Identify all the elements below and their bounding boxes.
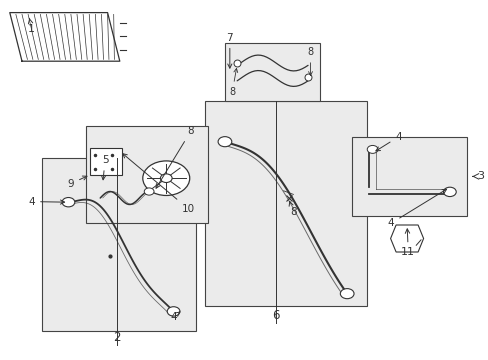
Text: 4: 4 (387, 189, 446, 228)
Circle shape (142, 161, 189, 195)
Text: 4: 4 (375, 132, 401, 151)
Text: 1: 1 (28, 18, 35, 34)
Circle shape (160, 174, 172, 183)
Bar (41, 158, 195, 331)
Text: 8: 8 (229, 68, 237, 97)
Text: 8: 8 (288, 202, 296, 217)
Polygon shape (390, 225, 423, 252)
Text: 2: 2 (113, 331, 121, 344)
Bar (205, 101, 366, 306)
Text: 7: 7 (226, 33, 233, 68)
Circle shape (366, 145, 377, 153)
Text: 4: 4 (28, 197, 64, 207)
Circle shape (340, 289, 353, 299)
Circle shape (144, 188, 154, 195)
Circle shape (62, 198, 75, 207)
Text: 9: 9 (67, 176, 87, 189)
Bar (351, 137, 466, 216)
Text: 5: 5 (101, 155, 108, 180)
Circle shape (218, 137, 231, 147)
Text: 8: 8 (156, 126, 194, 188)
Bar (85, 126, 207, 223)
Text: 4: 4 (170, 312, 180, 322)
Circle shape (443, 187, 455, 197)
Text: 6: 6 (272, 309, 280, 322)
Bar (224, 43, 320, 101)
Text: 11: 11 (401, 229, 414, 257)
Text: 3: 3 (476, 171, 483, 181)
Circle shape (167, 307, 180, 316)
Text: 8: 8 (307, 47, 313, 76)
Bar (90, 148, 122, 175)
Text: 10: 10 (122, 154, 194, 214)
